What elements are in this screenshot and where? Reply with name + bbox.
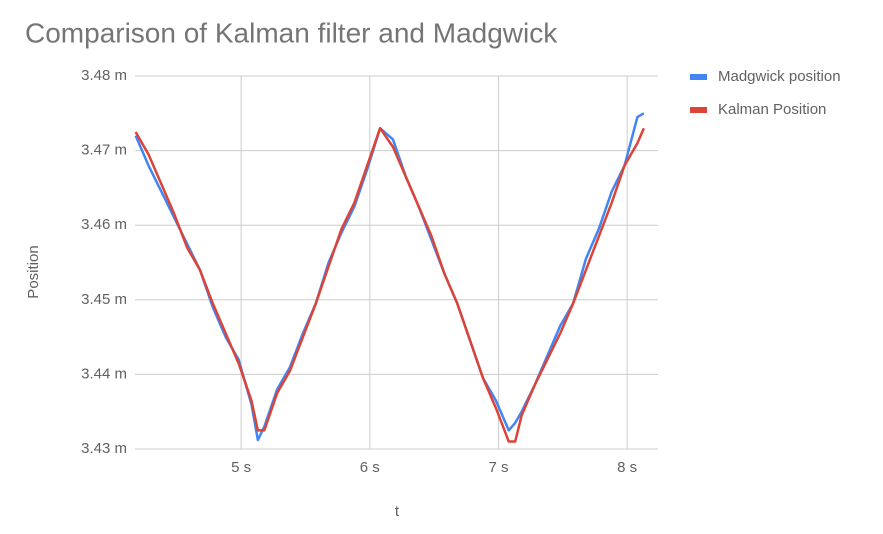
line bbox=[134, 126, 645, 443]
y-tick-label: 3.44 m bbox=[81, 365, 127, 382]
x-tick-label: 6 s bbox=[360, 459, 380, 476]
y-axis-label: Position bbox=[25, 245, 42, 298]
y-tick-label: 3.46 m bbox=[81, 216, 127, 233]
x-tick-label: 5 s bbox=[231, 459, 251, 476]
y-tick-label: 3.47 m bbox=[81, 142, 127, 159]
x-tick-label: 8 s bbox=[617, 459, 637, 476]
chart-title: Comparison of Kalman filter and Madgwick bbox=[25, 17, 558, 48]
y-tick-label: 3.48 m bbox=[81, 67, 127, 84]
legend-label: Kalman Position bbox=[718, 101, 826, 118]
y-tick-label: 3.45 m bbox=[81, 291, 127, 308]
y-tick-label: 3.43 m bbox=[81, 440, 127, 457]
x-tick-label: 7 s bbox=[488, 459, 508, 476]
x-axis-label: t bbox=[395, 503, 400, 520]
line bbox=[134, 112, 645, 442]
legend-label: Madgwick position bbox=[718, 68, 841, 85]
